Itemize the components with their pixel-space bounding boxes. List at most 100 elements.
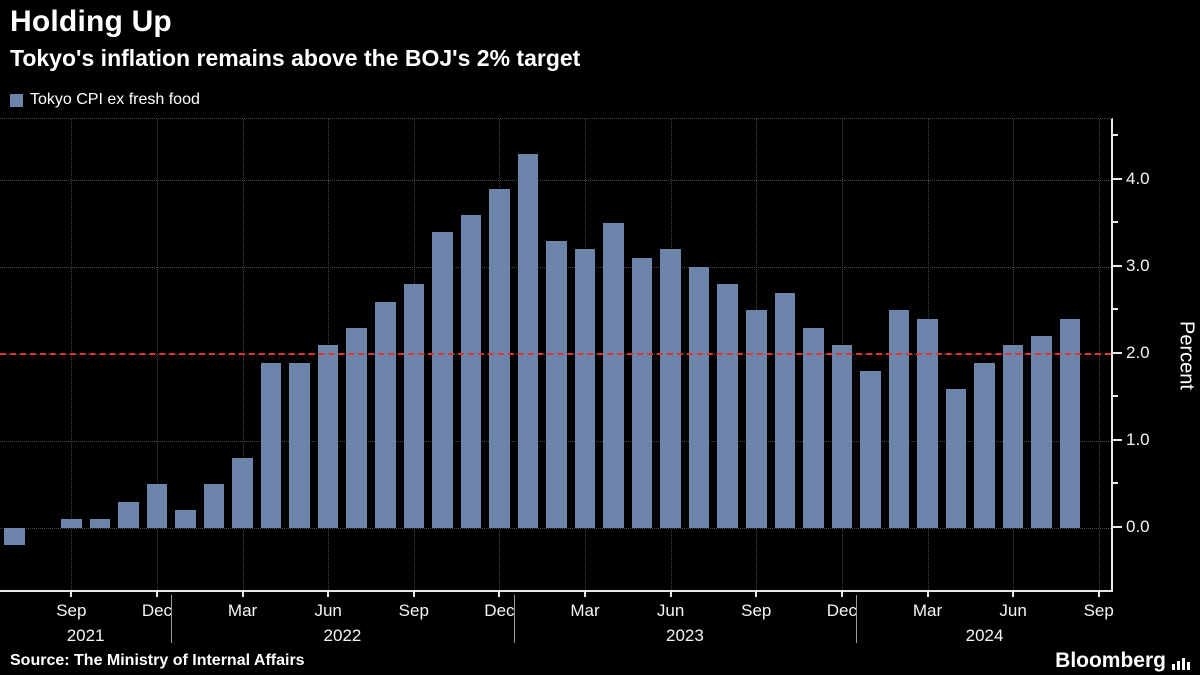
x-tick-label: Dec bbox=[484, 601, 515, 620]
legend-swatch-icon bbox=[10, 93, 23, 107]
y-axis-minor-tick bbox=[1113, 134, 1118, 137]
bar bbox=[460, 214, 482, 528]
bar bbox=[831, 345, 853, 528]
year-separator-tick bbox=[171, 595, 173, 643]
bar bbox=[289, 362, 310, 528]
bar bbox=[1031, 336, 1052, 528]
bar bbox=[232, 458, 253, 528]
y-tick-label: 1.0 bbox=[1126, 429, 1150, 449]
x-axis-tick bbox=[584, 592, 587, 597]
x-axis-tick bbox=[327, 592, 330, 597]
source-note: Source: The Ministry of Internal Affairs bbox=[10, 652, 305, 669]
x-tick-label: Dec bbox=[141, 601, 173, 620]
bar bbox=[717, 284, 738, 528]
bar bbox=[260, 362, 282, 528]
chart-title: Holding Up bbox=[10, 5, 172, 38]
bar bbox=[403, 284, 425, 528]
x-axis-tick bbox=[926, 592, 929, 597]
bar bbox=[1059, 319, 1081, 528]
x-axis-tick bbox=[412, 592, 415, 597]
bar bbox=[888, 310, 910, 528]
x-axis: Sep Dec Mar Jun Sep Dec Mar Jun Sep Dec Mar Jun Sep 2… bbox=[0, 592, 1114, 650]
bar bbox=[489, 188, 510, 528]
bar bbox=[432, 232, 453, 528]
x-year-label: 2024 bbox=[965, 626, 1004, 645]
x-axis-tick bbox=[755, 592, 758, 597]
year-separator-tick bbox=[513, 595, 515, 643]
legend: Tokyo CPI ex fresh food bbox=[10, 91, 200, 109]
y-tick-label: 3.0 bbox=[1126, 255, 1150, 275]
y-axis-minor-tick bbox=[1113, 308, 1118, 311]
x-axis-tick bbox=[1097, 592, 1100, 597]
bar bbox=[203, 484, 225, 528]
bar bbox=[546, 240, 567, 528]
x-axis-tick bbox=[498, 592, 501, 597]
x-tick-label: Sep bbox=[398, 601, 429, 620]
x-tick-label: Jun bbox=[999, 601, 1027, 620]
bloomberg-wordmark: Bloomberg bbox=[1055, 649, 1166, 672]
bar bbox=[745, 310, 767, 528]
y-axis-tick bbox=[1113, 438, 1122, 441]
x-year-label: 2021 bbox=[66, 626, 105, 645]
bar bbox=[89, 519, 111, 528]
x-tick-label: Sep bbox=[741, 601, 772, 620]
bar bbox=[374, 301, 396, 528]
bar bbox=[146, 484, 168, 528]
y-axis-minor-tick bbox=[1113, 482, 1118, 485]
x-tick-label: Mar bbox=[912, 601, 943, 620]
x-tick-label: Jun bbox=[656, 601, 685, 620]
gridline-horizontal bbox=[0, 527, 1111, 529]
plot-area bbox=[0, 118, 1113, 592]
bar bbox=[574, 249, 596, 528]
bar bbox=[3, 527, 25, 546]
x-axis-tick bbox=[155, 592, 158, 597]
y-axis-tick bbox=[1113, 177, 1122, 180]
bar bbox=[660, 249, 681, 528]
year-separator-tick bbox=[856, 595, 858, 643]
bloomberg-mark-icon bbox=[1172, 658, 1190, 673]
x-axis-tick bbox=[241, 592, 244, 597]
bar bbox=[317, 345, 339, 528]
y-axis: 0.0 1.0 2.0 3.0 4.0 bbox=[1113, 118, 1175, 592]
x-tick-label: Sep bbox=[56, 601, 87, 620]
x-axis-tick bbox=[70, 592, 73, 597]
bar bbox=[118, 501, 139, 528]
y-axis-minor-tick bbox=[1113, 221, 1118, 224]
bar bbox=[517, 153, 539, 528]
bar bbox=[346, 327, 367, 528]
bar bbox=[603, 223, 624, 528]
y-axis-tick bbox=[1113, 351, 1122, 354]
bar bbox=[803, 327, 824, 528]
bar bbox=[1002, 345, 1024, 528]
bar bbox=[974, 362, 995, 528]
y-tick-label: 0.0 bbox=[1126, 516, 1150, 536]
chart-subtitle: Tokyo's inflation remains above the BOJ'… bbox=[10, 45, 581, 71]
legend-label: Tokyo CPI ex fresh food bbox=[30, 91, 200, 108]
y-axis-title: Percent bbox=[1175, 320, 1198, 390]
bar bbox=[774, 292, 796, 528]
x-axis-tick bbox=[1012, 592, 1015, 597]
x-year-label: 2023 bbox=[666, 626, 704, 645]
bar bbox=[631, 258, 653, 528]
x-tick-label: Jun bbox=[314, 601, 342, 620]
x-year-label: 2022 bbox=[323, 626, 362, 645]
bar bbox=[860, 371, 881, 528]
bar bbox=[688, 266, 710, 528]
target-line bbox=[0, 352, 1111, 355]
y-tick-label: 4.0 bbox=[1126, 168, 1150, 188]
bar bbox=[61, 519, 82, 528]
x-tick-label: Sep bbox=[1083, 601, 1114, 620]
footer: Source: The Ministry of Internal Affairs… bbox=[0, 647, 1200, 675]
x-axis-tick bbox=[669, 592, 672, 597]
y-axis-minor-tick bbox=[1113, 395, 1118, 398]
y-axis-tick bbox=[1113, 525, 1122, 528]
x-axis-tick bbox=[840, 592, 843, 597]
bar bbox=[917, 319, 938, 528]
y-axis-tick bbox=[1113, 264, 1122, 267]
bar bbox=[945, 388, 967, 528]
gridline-horizontal bbox=[0, 179, 1111, 181]
x-tick-label: Mar bbox=[570, 601, 600, 620]
x-tick-label: Mar bbox=[227, 601, 258, 620]
y-tick-label: 2.0 bbox=[1126, 342, 1150, 362]
bloomberg-logo: Bloomberg bbox=[1055, 649, 1190, 673]
